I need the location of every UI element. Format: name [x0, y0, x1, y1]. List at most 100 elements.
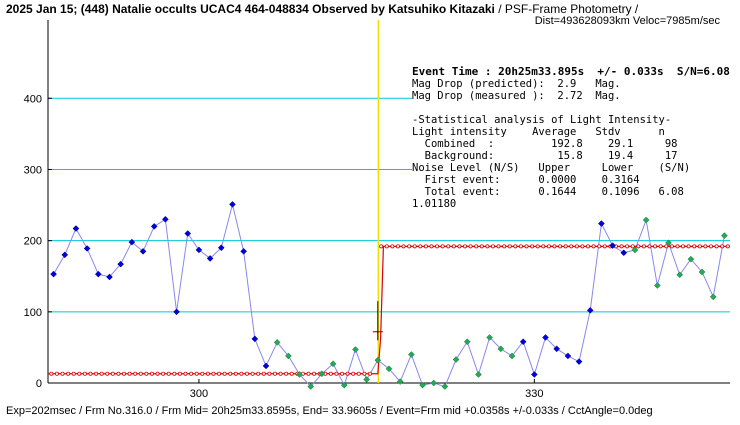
model-marker: [127, 371, 132, 376]
model-marker: [138, 371, 143, 376]
model-marker: [66, 371, 71, 376]
chart-title-suffix: / PSF-Frame Photometry /: [494, 2, 639, 16]
stats-background-row: Background: 15.8 19.4 17: [412, 150, 678, 162]
model-marker: [474, 244, 479, 249]
model-marker: [625, 244, 630, 249]
model-marker: [110, 371, 115, 376]
data-point: [150, 223, 158, 230]
model-marker: [401, 244, 406, 249]
data-point: [117, 260, 125, 268]
model-marker: [714, 244, 719, 249]
data-point: [687, 255, 695, 263]
data-point: [508, 352, 516, 360]
model-marker: [177, 371, 182, 376]
data-point: [419, 381, 426, 389]
model-marker: [586, 244, 591, 249]
model-marker: [233, 371, 238, 376]
model-fit-line: [48, 245, 730, 375]
model-marker: [569, 244, 574, 249]
model-marker: [205, 371, 210, 376]
x-tick-label-300: 300: [190, 388, 208, 400]
model-marker: [312, 371, 317, 376]
data-point: [262, 362, 270, 370]
model-marker: [546, 244, 551, 249]
data-point: [452, 356, 460, 363]
model-marker: [334, 371, 339, 376]
model-marker: [591, 244, 596, 249]
model-marker: [284, 371, 289, 376]
model-marker: [468, 244, 473, 249]
data-point: [61, 251, 69, 259]
model-marker: [82, 371, 87, 376]
data-point: [575, 358, 583, 366]
data-point: [676, 271, 684, 279]
data-point: [318, 370, 326, 378]
model-marker: [407, 244, 412, 249]
data-point: [363, 376, 370, 383]
model-marker: [435, 244, 440, 249]
data-point: [642, 216, 650, 224]
model-marker: [345, 371, 350, 376]
data-point: [530, 371, 538, 378]
data-point: [631, 246, 639, 254]
model-marker: [518, 244, 523, 249]
model-marker: [647, 244, 652, 249]
model-marker: [122, 371, 127, 376]
data-point: [162, 215, 169, 223]
model-marker: [133, 371, 138, 376]
model-marker: [479, 244, 484, 249]
model-marker: [530, 244, 535, 249]
model-marker: [490, 244, 495, 249]
model-marker: [641, 244, 646, 249]
model-marker: [367, 371, 372, 376]
model-marker: [161, 371, 166, 376]
model-marker: [502, 244, 507, 249]
data-point: [340, 381, 348, 389]
model-marker: [720, 244, 725, 249]
noise-total-event: Total event: 0.1644 0.1096 6.08: [412, 186, 684, 198]
data-point: [475, 371, 482, 378]
model-marker: [451, 244, 456, 249]
model-marker: [725, 244, 730, 249]
data-point: [430, 379, 438, 387]
model-marker: [658, 244, 663, 249]
data-point: [273, 339, 281, 346]
model-marker: [669, 244, 674, 249]
mag-drop-measured: Mag Drop (measured ): 2.72 Mag.: [412, 90, 621, 102]
chart-title-main: 2025 Jan 15; (448) Natalie occults UCAC4…: [6, 2, 495, 16]
model-marker: [563, 244, 568, 249]
data-point: [217, 244, 225, 252]
model-marker: [390, 244, 395, 249]
stats-combined-row: Combined : 192.8 29.1 98: [412, 138, 678, 150]
data-point: [229, 200, 236, 208]
y-tick-label-400: 400: [24, 93, 42, 105]
data-point: [441, 383, 449, 390]
model-marker: [697, 244, 702, 249]
model-marker: [306, 371, 311, 376]
light-curve-line: [53, 204, 725, 388]
data-point: [296, 371, 303, 378]
data-point: [497, 345, 505, 353]
data-point: [385, 365, 393, 373]
model-marker: [580, 244, 585, 249]
model-marker: [457, 244, 462, 249]
model-marker: [189, 371, 194, 376]
model-marker: [485, 244, 490, 249]
data-point: [195, 246, 203, 254]
data-point: [609, 242, 616, 249]
statistics-panel: Event Time : 20h25m33.895s +/- 0.033s S/…: [412, 66, 730, 210]
model-marker: [105, 371, 110, 376]
model-marker: [429, 244, 434, 249]
data-point: [553, 345, 561, 353]
data-point: [698, 268, 706, 276]
data-point: [251, 335, 259, 343]
model-marker: [272, 371, 277, 376]
model-marker: [256, 371, 261, 376]
model-marker: [524, 244, 529, 249]
model-marker: [211, 371, 216, 376]
data-point: [408, 351, 415, 358]
model-marker: [681, 244, 686, 249]
data-point: [653, 282, 661, 289]
model-marker: [245, 371, 250, 376]
